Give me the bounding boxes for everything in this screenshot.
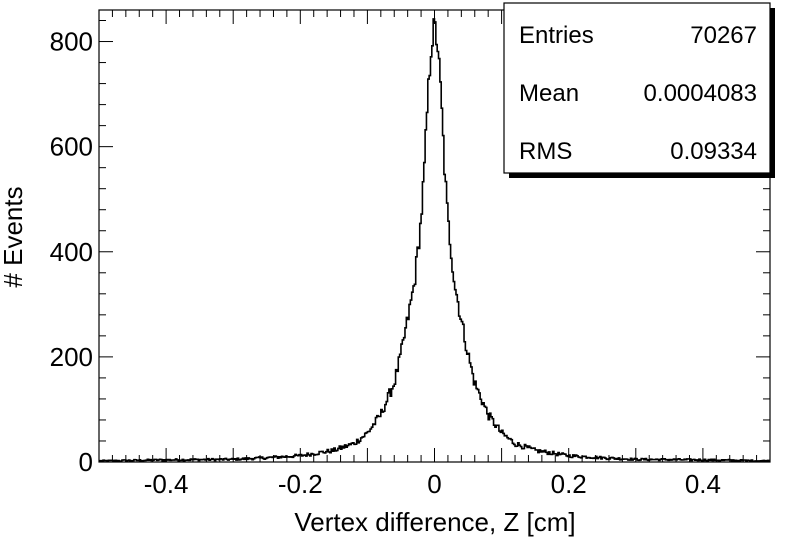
y-tick-label: 600 <box>50 132 93 162</box>
y-tick-label: 400 <box>50 237 93 267</box>
stats-label-mean: Mean <box>519 80 579 107</box>
x-tick-label: 0 <box>427 469 441 499</box>
y-axis-title: # Events <box>0 186 28 287</box>
y-tick-label: 800 <box>50 27 93 57</box>
stats-box-panel <box>503 2 771 174</box>
stats-value-entries: 70267 <box>690 22 757 49</box>
y-tick-label: 200 <box>50 342 93 372</box>
axis-tick-labels: -0.4 -0.2 0 0.2 0.4 0 200 400 600 800 <box>50 27 721 499</box>
stats-box: Entries 70267 Mean 0.0004083 RMS 0.09334 <box>503 2 775 178</box>
stats-label-entries: Entries <box>519 22 594 49</box>
x-tick-label: 0.2 <box>551 469 587 499</box>
x-tick-label: -0.4 <box>144 469 189 499</box>
stats-value-rms: 0.09334 <box>670 138 757 165</box>
histogram-line <box>99 18 770 463</box>
x-tick-label: -0.2 <box>278 469 323 499</box>
x-tick-label: 0.4 <box>685 469 721 499</box>
y-tick-label: 0 <box>79 447 93 477</box>
stats-label-rms: RMS <box>519 138 572 165</box>
stats-value-mean: 0.0004083 <box>644 80 757 107</box>
x-axis-title: Vertex difference, Z [cm] <box>294 507 575 537</box>
